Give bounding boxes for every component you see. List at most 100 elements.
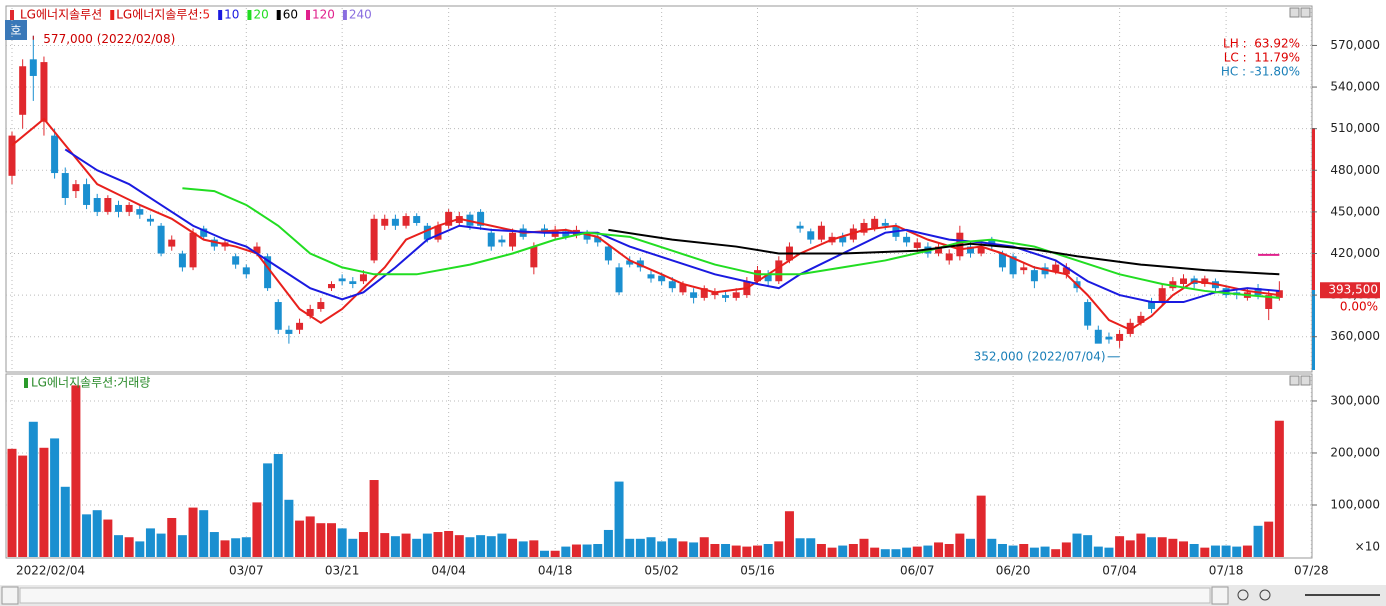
- candle-body: [1094, 329, 1102, 344]
- moving-average: [64, 148, 1280, 304]
- zoom-out[interactable]: [1237, 589, 1249, 601]
- candle-body: [413, 216, 421, 223]
- x-tick-label: 04/18: [538, 564, 573, 578]
- volume-bar: [369, 480, 379, 557]
- volume-bar: [497, 533, 507, 557]
- candle-body: [1148, 302, 1156, 309]
- volume-bar: [955, 533, 965, 557]
- volume-bar: [753, 545, 762, 557]
- volume-title: LG에너지솔루션:거래량: [31, 376, 150, 390]
- volume-bar: [742, 546, 752, 557]
- volume-bar: [1093, 546, 1103, 557]
- candle-body: [881, 222, 889, 226]
- candle-body: [935, 246, 943, 254]
- volume-bar: [284, 499, 294, 557]
- volume-bar: [252, 502, 262, 557]
- volume-bar: [997, 543, 1007, 557]
- candle-body: [658, 275, 666, 282]
- candle-body: [1265, 295, 1273, 309]
- candle-body: [998, 253, 1006, 268]
- volume-bar: [721, 543, 731, 557]
- volume-bar: [571, 544, 581, 557]
- volume-bar: [870, 547, 880, 557]
- legend-item: 10: [224, 8, 239, 22]
- panel-button[interactable]: [1289, 7, 1300, 18]
- legend-swatch: [247, 10, 252, 20]
- last-price-box: [1320, 282, 1380, 299]
- volume-bar: [635, 538, 645, 557]
- volume-bar: [1008, 545, 1018, 557]
- volume-bar: [603, 529, 613, 557]
- volume-bar: [199, 510, 209, 557]
- legend-swatch: [110, 10, 115, 20]
- candle-body: [807, 231, 815, 240]
- volume-bar: [1104, 547, 1114, 557]
- y-tick-label: 100,000: [1330, 497, 1380, 511]
- volume-bar: [891, 549, 901, 557]
- panel-button[interactable]: [1289, 375, 1300, 386]
- candle-body: [1020, 267, 1028, 271]
- candle-body: [615, 267, 623, 293]
- volume-bar: [220, 540, 230, 557]
- candle-body: [1116, 333, 1124, 341]
- x-tick-label: 06/07: [900, 564, 935, 578]
- volume-bar: [944, 543, 954, 557]
- candle-body: [1105, 336, 1113, 340]
- volume-bar: [518, 541, 528, 557]
- candle-body: [200, 228, 208, 237]
- legend-swatch: [10, 10, 14, 20]
- y-tick-label: 450,000: [1330, 204, 1380, 218]
- volume-bar: [401, 533, 411, 557]
- candle-body: [1275, 290, 1283, 298]
- scroll-thumb[interactable]: [19, 587, 1211, 604]
- candle-body: [732, 292, 740, 298]
- zoom-slider[interactable]: [1305, 594, 1380, 596]
- badge[interactable]: 호: [10, 24, 21, 38]
- volume-bar: [1210, 545, 1220, 557]
- volume-bar: [390, 536, 400, 557]
- legend-swatch: [306, 10, 310, 20]
- volume-bar: [859, 538, 869, 557]
- scroll-left[interactable]: [1, 586, 19, 605]
- volume-bar: [784, 511, 794, 557]
- legend-title: LG에너지솔루션: [20, 8, 102, 22]
- moving-average: [182, 187, 1280, 299]
- scroll-right[interactable]: [1211, 586, 1229, 605]
- panel-button[interactable]: [1300, 375, 1311, 386]
- candle-body: [594, 236, 602, 243]
- volume-bar: [763, 543, 773, 557]
- volume-bar: [316, 523, 326, 557]
- candle-body: [381, 218, 389, 226]
- volume-bar: [1051, 549, 1061, 557]
- legend-item: 240: [349, 8, 372, 22]
- volume-bar: [540, 550, 549, 557]
- candle-body: [1126, 322, 1134, 334]
- candle-body: [487, 232, 495, 247]
- volume-bar: [380, 533, 390, 557]
- volume-bar: [273, 454, 283, 557]
- candle-body: [306, 308, 314, 316]
- candle-body: [711, 292, 719, 296]
- legend-item: 60: [283, 8, 298, 22]
- volume-bar: [124, 537, 134, 557]
- volume-bar: [561, 546, 571, 557]
- badge-box[interactable]: [5, 20, 27, 40]
- volume-bar: [476, 535, 486, 557]
- volume-bar: [60, 486, 70, 557]
- candle-body: [157, 225, 165, 254]
- volume-bar: [923, 545, 933, 557]
- volume-bar: [795, 538, 805, 557]
- volume-bar: [1157, 537, 1167, 557]
- last-price: 393,500: [1328, 283, 1378, 297]
- panel-button[interactable]: [1300, 7, 1311, 18]
- candle-body: [40, 62, 48, 122]
- volume-bar: [976, 495, 986, 557]
- volume-bar: [82, 514, 92, 557]
- candle-body: [647, 274, 655, 279]
- candle-body: [860, 222, 868, 233]
- volume-bar: [337, 528, 347, 557]
- candle-body: [264, 256, 272, 289]
- volume-bar: [966, 538, 975, 557]
- zoom-in[interactable]: [1259, 589, 1271, 601]
- candle-body: [1084, 302, 1092, 326]
